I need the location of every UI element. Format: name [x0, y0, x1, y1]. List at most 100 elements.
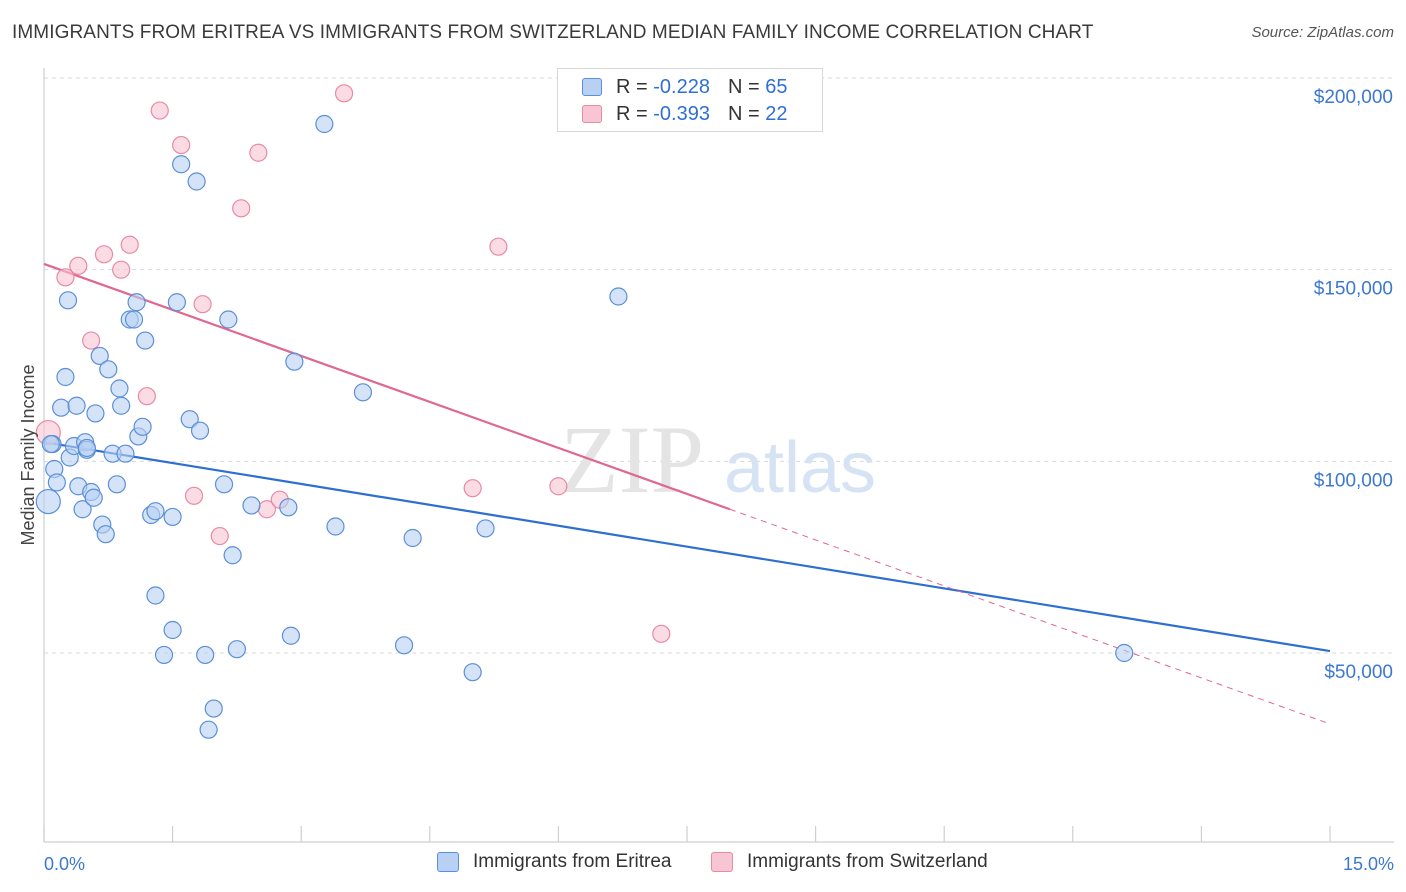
- y-tick-label: $50,000: [1324, 662, 1393, 683]
- legend-r-value: -0.393: [653, 102, 710, 125]
- trendline-eritrea: [43, 441, 1331, 653]
- legend-r-value: -0.228: [653, 75, 710, 98]
- point-eritrea: [219, 310, 238, 329]
- point-switzerland: [232, 199, 251, 218]
- trendline-switzerland: [43, 262, 731, 511]
- point-eritrea: [281, 626, 301, 645]
- point-eritrea: [163, 507, 182, 527]
- point-switzerland: [489, 237, 508, 256]
- point-eritrea: [315, 114, 334, 134]
- point-switzerland: [150, 101, 169, 120]
- point-eritrea: [110, 379, 129, 398]
- bottom-legend-label-eritrea: Immigrants from Eritrea: [473, 851, 672, 872]
- point-eritrea: [96, 525, 115, 544]
- point-eritrea: [227, 640, 246, 659]
- legend-swatch-switzerland: [582, 105, 602, 123]
- point-eritrea: [1115, 643, 1134, 663]
- point-eritrea: [609, 287, 628, 306]
- point-eritrea: [353, 383, 373, 402]
- legend-n-value: 22: [765, 102, 788, 125]
- point-eritrea: [112, 396, 131, 415]
- axes: [43, 68, 1394, 843]
- point-eritrea: [127, 293, 146, 312]
- x-tick-label-start: 0.0%: [44, 854, 85, 874]
- legend-n-value: 65: [765, 75, 788, 98]
- point-eritrea: [180, 410, 199, 429]
- point-eritrea: [223, 546, 242, 565]
- point-eritrea: [163, 620, 182, 640]
- point-eritrea: [146, 502, 165, 521]
- point-eritrea: [146, 586, 165, 605]
- watermark-zip: ZIP: [560, 406, 704, 513]
- point-switzerland: [69, 256, 88, 275]
- point-eritrea: [35, 488, 61, 515]
- y-tick-label: $100,000: [1314, 470, 1393, 491]
- point-eritrea: [187, 172, 206, 191]
- point-switzerland: [334, 84, 354, 103]
- point-eritrea: [394, 636, 414, 655]
- source-label: Source: ZipAtlas.com: [1251, 24, 1394, 41]
- y-axis-label: Median Family Income: [18, 364, 38, 545]
- watermark: ZIP atlas: [560, 406, 876, 513]
- point-eritrea: [204, 699, 223, 718]
- point-switzerland: [549, 477, 568, 496]
- point-eritrea: [84, 488, 103, 507]
- point-switzerland: [249, 143, 268, 162]
- point-eritrea: [279, 498, 298, 517]
- point-switzerland: [172, 135, 191, 155]
- point-switzerland: [82, 331, 101, 350]
- chart-title: IMMIGRANTS FROM ERITREA VS IMMIGRANTS FR…: [12, 22, 1094, 43]
- point-eritrea: [116, 444, 135, 463]
- x-tick-label-end: 15.0%: [1343, 854, 1394, 874]
- point-eritrea: [47, 473, 66, 492]
- correlation-legend: R = -0.228 N = 65 R = -0.393 N = 22: [557, 68, 823, 132]
- point-eritrea: [154, 645, 174, 665]
- point-eritrea: [77, 438, 96, 458]
- grid: [44, 77, 1394, 654]
- point-eritrea: [242, 496, 261, 515]
- point-switzerland: [94, 245, 114, 264]
- point-switzerland: [184, 486, 204, 505]
- legend-r-label: R =: [616, 75, 648, 98]
- legend-r-label: R =: [616, 102, 648, 125]
- point-switzerland: [112, 260, 131, 279]
- bottom-legend-switzerland: Immigrants from Switzerland: [711, 851, 988, 873]
- point-eritrea: [326, 517, 345, 536]
- legend-n-label: N =: [727, 102, 760, 125]
- point-eritrea: [58, 291, 78, 310]
- point-eritrea: [199, 720, 218, 739]
- point-eritrea: [136, 331, 155, 350]
- point-eritrea: [133, 417, 152, 436]
- data-points: [35, 84, 1134, 739]
- point-eritrea: [476, 519, 495, 538]
- bottom-legend-swatch-switzerland: [711, 852, 733, 872]
- point-switzerland: [463, 479, 482, 498]
- legend-n-label: N =: [727, 75, 760, 98]
- point-eritrea: [196, 645, 215, 665]
- trendline-switzerland-extension: [729, 508, 1331, 725]
- point-switzerland: [210, 526, 229, 546]
- point-eritrea: [190, 421, 210, 440]
- y-tick-label: $200,000: [1314, 87, 1393, 108]
- legend-row-switzerland: R = -0.393 N = 22: [582, 100, 787, 128]
- point-switzerland: [193, 295, 212, 314]
- point-eritrea: [73, 500, 92, 519]
- point-eritrea: [56, 367, 75, 387]
- point-eritrea: [172, 155, 191, 174]
- point-switzerland: [137, 387, 156, 406]
- point-eritrea: [90, 346, 109, 366]
- y-tick-labels: $50,000 $100,000 $150,000 $200,000: [1314, 87, 1393, 683]
- point-eritrea: [86, 404, 105, 423]
- point-eritrea: [403, 528, 422, 548]
- legend-row-eritrea: R = -0.228 N = 65: [582, 73, 787, 101]
- point-switzerland: [652, 624, 671, 643]
- point-eritrea: [107, 475, 126, 494]
- legend-swatch-eritrea: [582, 78, 602, 96]
- point-eritrea: [67, 396, 86, 415]
- point-eritrea: [285, 352, 304, 371]
- bottom-legend-swatch-eritrea: [437, 852, 459, 872]
- trendlines: [43, 262, 1331, 725]
- watermark-atlas: atlas: [724, 428, 876, 508]
- point-eritrea: [214, 475, 234, 494]
